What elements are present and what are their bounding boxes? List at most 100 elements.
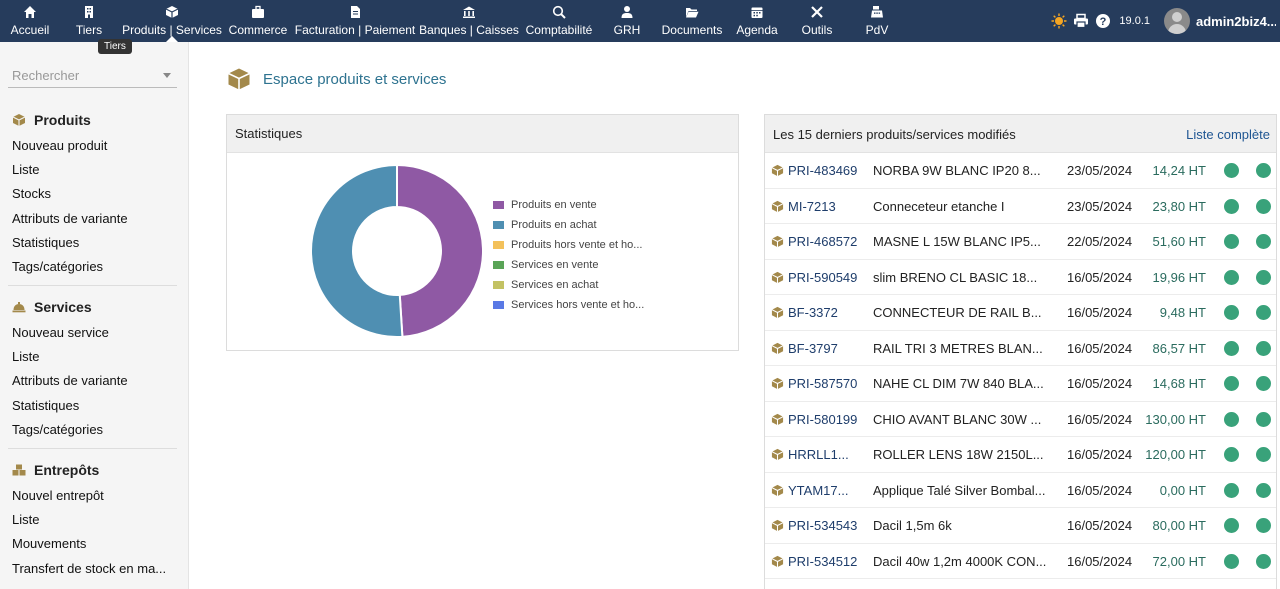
recent-products-panel: Les 15 derniers produits/services modifi… [764,114,1277,589]
cube-icon [771,484,784,496]
product-label: Conneceteur etanche I [873,198,1005,214]
table-row[interactable]: PRI-468572 MASNE L 15W BLANC IP5... 22/05/… [765,224,1276,260]
product-ref-link[interactable]: PRI-587570 [788,376,858,391]
product-ref-link[interactable]: HRRLL1... [788,447,849,462]
sidebar-item-nouveau-service[interactable]: Nouveau service [12,325,109,340]
legend-entry[interactable]: Produits en achat [493,215,644,235]
product-ref-link[interactable]: PRI-468572 [788,234,858,249]
table-row[interactable]: PRI-534543 Dacil 1,5m 6k 16/05/2024 80,00 H… [765,508,1276,544]
table-row[interactable]: PRI-483469 NORBA 9W BLANC IP20 8... 23/05/… [765,153,1276,189]
nav-produits-services[interactable]: Produits | Services [122,0,222,42]
product-ref-link[interactable]: BF-3797 [788,340,838,356]
legend-label: Produits hors vente et ho... [511,239,643,251]
table-row[interactable]: MI-7213 Conneceteur etanche I 23/05/2024 23… [765,189,1276,224]
status-sell-badge [1224,553,1239,569]
legend-entry[interactable]: Services en achat [493,275,644,295]
username[interactable]: admin2biz4... [1196,13,1276,29]
product-ref-link[interactable]: PRI-580199 [788,411,858,427]
chevron-down-icon[interactable] [163,73,171,78]
recent-products-list: PRI-483469 NORBA 9W BLANC IP20 8... 23/05/… [765,153,1276,579]
donut-slice-0[interactable] [396,163,484,338]
product-ref-link[interactable]: PRI-534512 [788,553,858,569]
product-label: Dacil 40w 1,2m 4000K CON... [873,553,1047,569]
sidebar-item-nouveau-produit[interactable]: Nouveau produit [12,138,108,153]
debug-sun-icon[interactable] [1051,13,1067,29]
nav-comptabilite[interactable]: Comptabilité [524,0,594,42]
nav-tiers[interactable]: Tiers [74,0,104,42]
product-label: MASNE L 15W BLANC IP5... [873,234,1041,249]
table-row[interactable]: PRI-590549 slim BRENO CL BASIC 18... 16/05… [765,260,1276,295]
modified-date: 16/05/2024 [1067,411,1133,427]
status-sell-badge [1224,411,1239,427]
sidebar-item-attributs-variante[interactable]: Attributs de variante [12,210,128,226]
page-title-text: Espace produits et services [263,70,447,88]
sidebar-item-liste[interactable]: Liste [12,162,40,178]
product-ref-link[interactable]: PRI-590549 [788,269,858,285]
table-row[interactable]: BF-3372 CONNECTEUR DE RAIL B... 16/05/2024… [765,295,1276,331]
product-ref-link[interactable]: MI-7213 [788,198,836,214]
sidebar-item-tags-categories[interactable]: Tags/catégories [12,421,104,437]
full-list-link[interactable]: Liste complète [1186,127,1270,142]
legend-entry[interactable]: Produits hors vente et ho... [493,235,644,255]
legend-swatch [493,301,504,309]
sidebar-item-transfert-stock[interactable]: Transfert de stock en ma... [12,560,167,576]
sidebar-section-title[interactable]: Entrepôts [0,460,188,480]
sidebar-item-nouvel-entrepot[interactable]: Nouvel entrepôt [12,488,104,503]
briefcase-icon [252,5,264,18]
table-row[interactable]: HRRLL1... ROLLER LENS 18W 2150L... 16/05/2… [765,437,1276,473]
modified-date: 16/05/2024 [1067,340,1133,356]
product-price: 23,80 HT [1152,198,1206,214]
nav-label: Documents [661,23,723,37]
legend-entry[interactable]: Services en vente [493,255,644,275]
product-label: NORBA 9W BLANC IP20 8... [873,163,1041,178]
avatar[interactable] [1164,8,1190,34]
sidebar-section-title[interactable]: Produits [0,110,188,130]
legend-entry[interactable]: Services hors vente et ho... [493,295,644,315]
status-sell-badge [1224,376,1239,391]
legend-entry[interactable]: Produits en vente [493,195,644,215]
help-icon[interactable]: ? [1095,13,1111,29]
nav-grh[interactable]: GRH [610,0,644,42]
cube-icon [771,200,784,212]
statistics-panel: Statistiques Produits en vente Produits … [226,114,739,351]
modified-date: 22/05/2024 [1067,234,1133,249]
nav-label: Facturation | Paiement [294,23,416,37]
sidebar-section-title[interactable]: Services [0,297,188,317]
nav-outils[interactable]: Outils [800,0,834,42]
nav-banques-caisses[interactable]: Banques | Caisses [419,0,519,42]
table-row[interactable]: PRI-534512 Dacil 40w 1,2m 4000K CON... 16/… [765,544,1276,579]
search-box[interactable] [8,64,177,88]
sidebar-item-mouvements[interactable]: Mouvements [12,536,87,552]
status-buy-badge [1256,340,1271,356]
sidebar-item-liste[interactable]: Liste [12,349,40,365]
nav-commerce[interactable]: Commerce [228,0,288,42]
sidebar-item-liste[interactable]: Liste [12,512,40,528]
sidebar-item-stocks[interactable]: Stocks [12,186,52,202]
donut-slice-1[interactable] [310,163,404,338]
nav-documents[interactable]: Documents [660,0,724,42]
product-ref-link[interactable]: YTAM17... [788,482,849,498]
nav-facturation-paiement[interactable]: Facturation | Paiement [294,0,416,42]
product-label: ROLLER LENS 18W 2150L... [873,447,1044,462]
nav-label: Accueil [10,23,50,37]
sidebar-item-statistiques[interactable]: Statistiques [12,397,80,413]
sidebar-item-tags-categories[interactable]: Tags/catégories [12,258,104,274]
table-row[interactable]: BF-3797 RAIL TRI 3 METRES BLAN... 16/05/20… [765,331,1276,366]
svg-text:?: ? [1100,16,1107,28]
product-ref-link[interactable]: PRI-534543 [788,518,858,533]
nav-pdv[interactable]: PdV [864,0,890,42]
nav-agenda[interactable]: Agenda [736,0,778,42]
search-input[interactable] [8,64,158,86]
table-row[interactable]: PRI-580199 CHIO AVANT BLANC 30W ... 16/05/… [765,402,1276,437]
product-ref-link[interactable]: BF-3372 [788,305,838,320]
product-label: CONNECTEUR DE RAIL B... [873,305,1042,320]
table-row[interactable]: PRI-587570 NAHE CL DIM 7W 840 BLA... 16/05… [765,366,1276,402]
product-price: 72,00 HT [1152,553,1206,569]
table-row[interactable]: YTAM17... Applique Talé Silver Bombal... 1… [765,473,1276,508]
sidebar-item-statistiques[interactable]: Statistiques [12,234,80,250]
product-ref-link[interactable]: PRI-483469 [788,163,858,178]
nav-accueil[interactable]: Accueil [10,0,50,42]
sidebar-item-attributs-variante[interactable]: Attributs de variante [12,373,128,389]
legend-label: Services en achat [511,279,599,291]
print-icon[interactable] [1073,13,1089,29]
